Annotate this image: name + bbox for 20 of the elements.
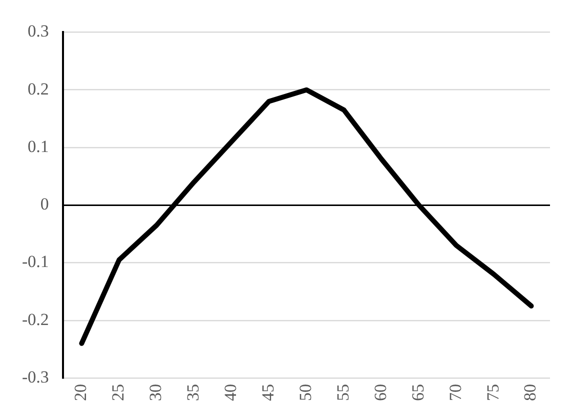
y-tick-label: 0 <box>40 194 49 214</box>
x-tick-label: 80 <box>520 384 540 401</box>
y-tick-label: 0.2 <box>28 79 49 98</box>
y-tick-label: -0.2 <box>22 310 49 329</box>
y-tick-label: 0.1 <box>28 136 49 156</box>
x-tick-label: 70 <box>446 384 465 401</box>
y-tick-label: -0.3 <box>22 367 49 386</box>
x-tick-label: 40 <box>220 384 240 401</box>
y-tick-label: 0.3 <box>28 22 49 41</box>
x-tick-label: 55 <box>333 384 352 401</box>
x-tick-label: 75 <box>483 384 502 401</box>
x-tick-label: 20 <box>71 384 90 401</box>
x-tick-label: 60 <box>370 384 390 401</box>
x-tick-label: 45 <box>258 384 278 401</box>
x-tick-label: 35 <box>184 384 203 401</box>
x-tick-label: 30 <box>146 384 166 401</box>
x-tick-label: 65 <box>408 384 428 401</box>
x-tick-label: 50 <box>296 384 315 401</box>
x-tick-label: 25 <box>108 384 128 401</box>
y-tick-label: -0.1 <box>22 252 49 272</box>
